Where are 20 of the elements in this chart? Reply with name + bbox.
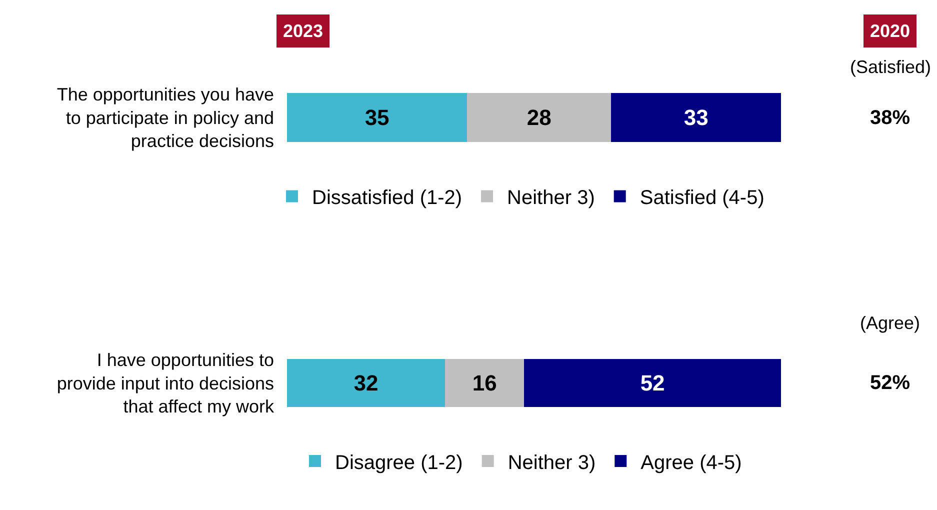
legend-label: Dissatisfied (1-2) (312, 187, 462, 210)
data-label: 35 (364, 105, 390, 130)
y-tick-label: I have opportunities to provide input into decisions that affect my work (56, 350, 275, 417)
data-label: 32 (354, 370, 378, 396)
text: 2020 (870, 21, 910, 41)
data-label: 28 (526, 105, 552, 130)
text: 52% (870, 372, 910, 394)
text: (Satisfied) (850, 57, 932, 77)
data-label: 33 (684, 105, 708, 130)
y-tick-label: The opportunities you have to participate in policy and practice decisions (56, 84, 274, 152)
text: 38% (870, 107, 910, 129)
legend-label: Neither 3) (508, 452, 596, 474)
legend-label: Neither 3) (507, 187, 595, 210)
legend-label: Satisfied (4-5) (640, 187, 764, 210)
legend-label: Disagree (1-2) (335, 452, 463, 474)
text: 2023 (283, 21, 324, 41)
text: (Agree) (860, 313, 920, 333)
legend-label: Agree (4-5) (640, 452, 742, 474)
data-label: 52 (640, 370, 665, 396)
data-label: 16 (472, 370, 497, 396)
